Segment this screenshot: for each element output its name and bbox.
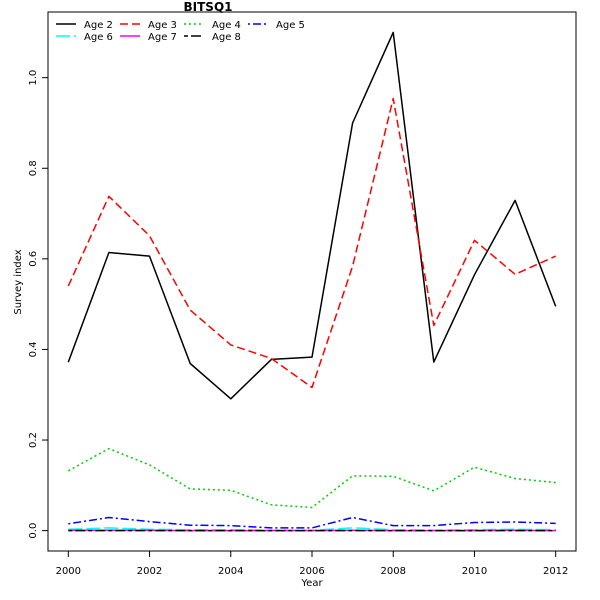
- y-tick-label: 0.0: [28, 523, 39, 539]
- y-tick-label: 0.4: [28, 341, 39, 357]
- chart-title: BITSQ1: [184, 0, 233, 14]
- legend-label: Age 6: [84, 32, 113, 43]
- x-tick-label: 2002: [137, 566, 162, 577]
- legend-label: Age 3: [148, 20, 177, 31]
- y-tick-label: 0.8: [28, 160, 39, 176]
- x-tick-label: 2000: [56, 566, 81, 577]
- series-lines: [67, 31, 557, 532]
- y-axis-label: Survey index: [13, 249, 24, 314]
- y-axis: 0.0 0.2 0.4 0.6 0.8 1.0: [28, 70, 49, 539]
- series-line-age-5: [68, 516, 556, 529]
- y-tick-label: 1.0: [28, 70, 39, 86]
- legend-label: Age 8: [212, 32, 241, 43]
- legend: Age 2 Age 3 Age 4 Age 5 Age 6 Age 7 Age 8: [56, 20, 305, 43]
- x-axis-label: Year: [300, 578, 323, 589]
- y-tick-label: 0.6: [28, 251, 39, 267]
- x-tick-label: 2012: [543, 566, 568, 577]
- x-tick-label: 2006: [299, 566, 324, 577]
- x-tick-label: 2010: [462, 566, 487, 577]
- legend-label: Age 2: [84, 20, 113, 31]
- series-line-age-4: [67, 447, 556, 509]
- plot-frame: [47, 11, 577, 552]
- legend-label: Age 5: [276, 20, 305, 31]
- y-tick-label: 0.2: [28, 432, 39, 448]
- series-line-age-2: [67, 31, 557, 400]
- legend-label: Age 4: [212, 20, 241, 31]
- x-tick-label: 2008: [381, 566, 406, 577]
- series-line-age-3: [67, 97, 557, 389]
- legend-label: Age 7: [148, 32, 177, 43]
- x-tick-label: 2004: [218, 566, 243, 577]
- x-axis: 2000 2002 2004 2006 2008 2010 2012: [56, 550, 568, 577]
